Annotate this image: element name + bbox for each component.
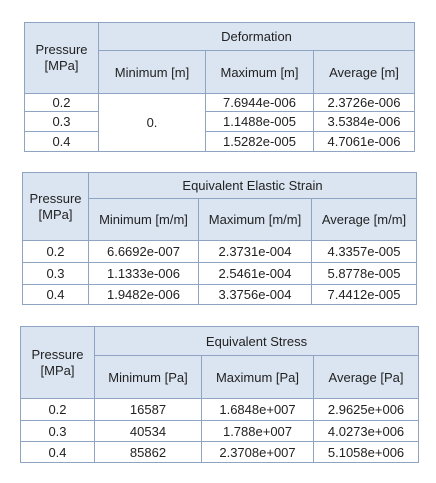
value-cell: 1.9482e-006 xyxy=(88,284,199,305)
value-cell: 1.1488e-005 xyxy=(205,111,314,132)
value-cell: 5.8778e-005 xyxy=(311,262,417,285)
value-cell: 6.6692e-007 xyxy=(88,240,199,263)
pressure-cell: 0.2 xyxy=(24,93,99,112)
value-cell: 2.3708e+007 xyxy=(201,441,314,463)
value-cell: 4.7061e-006 xyxy=(313,131,415,152)
pressure-cell: 0.3 xyxy=(24,111,99,132)
data-table: Pressure [MPa] Deformation Minimum [m] Maxi… xyxy=(24,22,415,152)
value-cell: 2.5461e-004 xyxy=(198,262,312,285)
table-row: 0.2 16587 1.6848e+007 2.9625e+006 xyxy=(20,398,420,421)
value-cell: 4.3357e-005 xyxy=(311,240,417,263)
table-row: Minimum [m] Maximum [m] Average [m] xyxy=(25,50,415,94)
value-cell: 1.5282e-005 xyxy=(205,131,314,152)
value-cell: 3.5384e-006 xyxy=(313,111,415,132)
value-cell: 40534 xyxy=(94,420,202,442)
column-header: Maximum [m] xyxy=(205,50,314,94)
table-row: 0.3 1.1333e-006 2.5461e-004 5.8778e-005 xyxy=(22,262,417,285)
pressure-header: Pressure [MPa] xyxy=(22,172,89,241)
pressure-cell: 0.2 xyxy=(20,398,95,421)
value-cell: 1.788e+007 xyxy=(201,420,314,442)
group-header: Deformation xyxy=(98,22,415,51)
column-header: Average [m/m] xyxy=(311,198,417,241)
pressure-cell: 0.3 xyxy=(22,262,89,285)
column-header: Minimum [m/m] xyxy=(88,198,199,241)
column-header: Minimum [Pa] xyxy=(94,355,202,399)
value-cell: 16587 xyxy=(94,398,202,421)
table-row: 0.2 0. 7.6944e-006 2.3726e-006 xyxy=(24,93,415,152)
table-row: 0.3 1.1488e-005 3.5384e-006 xyxy=(24,111,415,132)
table-row: Pressure [MPa] Equivalent Stress xyxy=(20,326,420,399)
table-row: 0.4 85862 2.3708e+007 5.1058e+006 xyxy=(20,441,420,463)
column-header: Minimum [m] xyxy=(98,50,206,94)
table-row: Minimum [Pa] Maximum [Pa] Average [Pa] xyxy=(21,355,420,399)
value-cell: 7.4412e-005 xyxy=(311,284,417,305)
value-cell: 85862 xyxy=(94,441,202,463)
table-row: Pressure [MPa] Equivalent Elastic Strain xyxy=(22,172,417,241)
table-row: 0.4 1.9482e-006 3.3756e-004 7.4412e-005 xyxy=(22,284,417,305)
pressure-header: Pressure [MPa] xyxy=(20,326,95,399)
column-header: Average [Pa] xyxy=(312,355,420,399)
value-cell: 2.3731e-004 xyxy=(198,240,312,263)
group-header: Equivalent Elastic Strain xyxy=(88,172,417,199)
data-table: Pressure [MPa] Equivalent Stress Minimum [… xyxy=(20,326,420,463)
merged-cell: 0. xyxy=(98,93,206,152)
table-row: 0.2 6.6692e-007 2.3731e-004 4.3357e-005 xyxy=(22,240,417,263)
data-table: Pressure [MPa] Equivalent Elastic Strain M… xyxy=(22,172,417,305)
value-cell: 4.0273e+006 xyxy=(312,420,420,442)
value-cell: 1.6848e+007 xyxy=(201,398,314,421)
value-cell: 7.6944e-006 xyxy=(205,93,314,112)
value-cell: 5.1058e+006 xyxy=(312,441,420,463)
column-header: Maximum [Pa] xyxy=(201,355,314,399)
table-row: 0.4 1.5282e-005 4.7061e-006 xyxy=(24,131,415,152)
table-row: 0.3 40534 1.788e+007 4.0273e+006 xyxy=(20,420,420,442)
value-cell: 1.1333e-006 xyxy=(88,262,199,285)
value-cell: 3.3756e-004 xyxy=(198,284,312,305)
pressure-cell: 0.2 xyxy=(22,240,89,263)
pressure-cell: 0.4 xyxy=(20,441,95,463)
value-cell: 2.9625e+006 xyxy=(312,398,420,421)
pressure-cell: 0.4 xyxy=(22,284,89,305)
pressure-cell: 0.4 xyxy=(24,131,99,152)
pressure-header: Pressure [MPa] xyxy=(24,22,99,94)
table-row: Pressure [MPa] Deformation xyxy=(24,22,415,94)
pressure-cell: 0.3 xyxy=(20,420,95,442)
table-row: Minimum [m/m] Maximum [m/m] Average [m/m] xyxy=(23,198,417,241)
group-header: Equivalent Stress xyxy=(93,326,420,356)
column-header: Maximum [m/m] xyxy=(198,198,312,241)
value-cell: 2.3726e-006 xyxy=(313,93,415,112)
column-header: Average [m] xyxy=(313,50,415,94)
